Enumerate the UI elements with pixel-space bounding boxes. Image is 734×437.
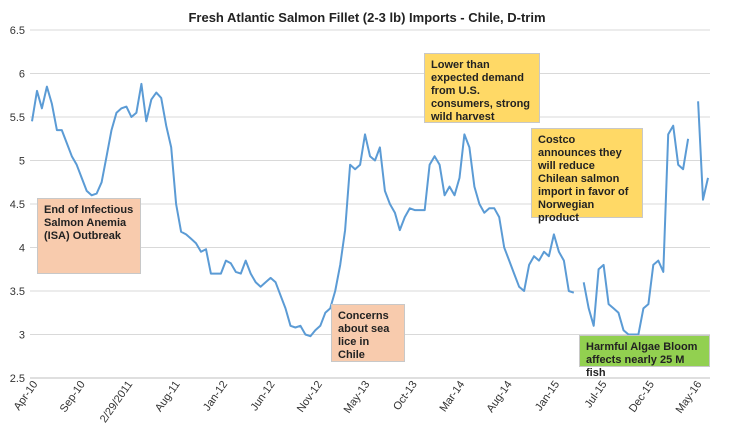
annotation-isa-outbreak: End of Infectious Salmon Anemia (ISA) Ou… — [37, 198, 141, 274]
y-tick-label: 5.5 — [10, 112, 25, 124]
y-tick-label: 3 — [19, 330, 25, 342]
y-tick-label: 3.5 — [10, 286, 25, 298]
annotation-costco: Costco announces they will reduce Chilea… — [531, 128, 643, 224]
series-line-segment — [31, 82, 575, 338]
x-tick-label: 2/29/2011 — [98, 379, 135, 425]
x-tick-label: Jun-12 — [248, 379, 277, 413]
x-tick-label: Oct-13 — [391, 379, 420, 413]
y-tick-label: 5 — [19, 156, 25, 168]
x-tick-label: Jan-15 — [533, 379, 562, 413]
y-axis-tick-labels: 2.5 3 3.5 4 4.5 5 5.5 6 6.5 — [10, 25, 25, 385]
chart-title: Fresh Atlantic Salmon Fillet (2-3 lb) Im… — [188, 10, 545, 25]
x-tick-label: Jul-15 — [583, 379, 610, 410]
y-tick-label: 4 — [19, 243, 25, 255]
x-tick-label: May-16 — [674, 379, 705, 416]
x-tick-label: Aug-11 — [153, 379, 183, 414]
annotation-algae-bloom: Harmful Algae Bloom affects nearly 25 M … — [579, 335, 710, 379]
y-tick-label: 4.5 — [10, 199, 25, 211]
x-tick-label: Mar-14 — [437, 379, 467, 414]
x-tick-label: Sep-10 — [58, 379, 88, 415]
series-line-group — [31, 82, 709, 338]
y-tick-label: 6.5 — [10, 25, 25, 37]
annotation-us-demand: Lower than expected demand from U.S. con… — [424, 53, 540, 123]
y-tick-label: 6 — [19, 69, 25, 81]
x-axis-tick-labels: Apr-10 Sep-10 2/29/2011 Aug-11 Jan-12 Jun-12 N… — [12, 379, 705, 425]
x-tick-label: Jan-12 — [201, 379, 230, 413]
series-line-segment — [697, 101, 709, 201]
x-tick-label: Dec-15 — [627, 379, 657, 415]
y-tick-label: 2.5 — [10, 373, 25, 385]
x-tick-label: May-13 — [342, 379, 373, 416]
series-line-segment — [582, 124, 690, 336]
x-tick-label: Aug-14 — [485, 379, 515, 415]
x-tick-label: Nov-12 — [295, 379, 325, 415]
annotation-sea-lice: Concerns about sea lice in Chile — [331, 304, 405, 362]
